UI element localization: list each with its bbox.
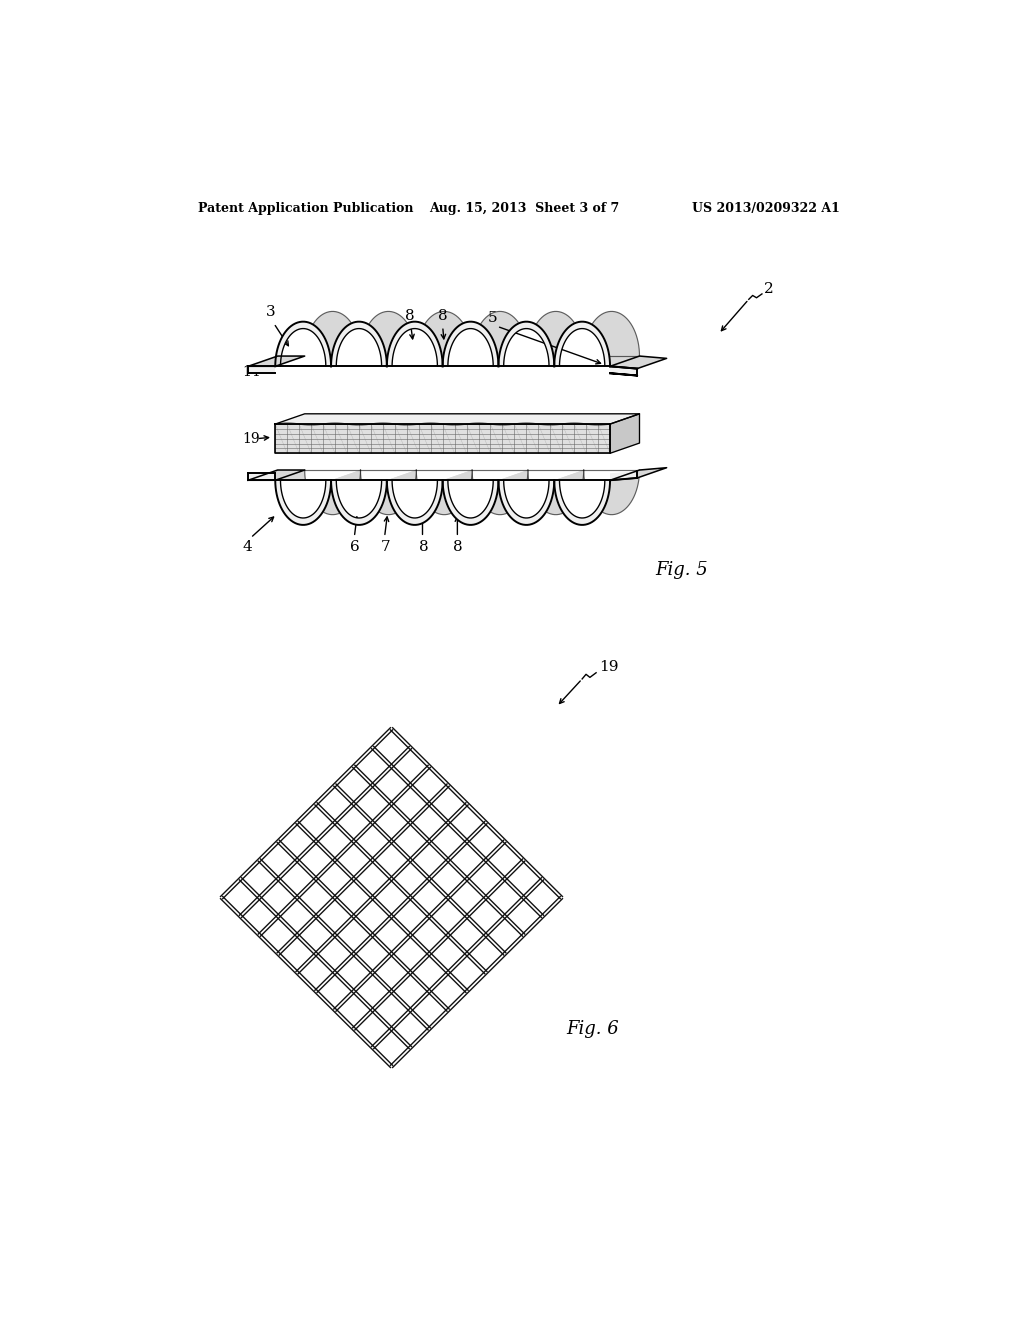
Polygon shape [387,322,442,367]
Polygon shape [248,474,275,480]
Polygon shape [387,480,442,525]
Polygon shape [331,470,417,525]
Polygon shape [554,322,610,367]
Polygon shape [275,480,331,525]
Polygon shape [442,480,499,525]
Text: 4: 4 [243,540,253,554]
Text: 8: 8 [406,309,415,323]
Text: Fig. 6: Fig. 6 [566,1019,618,1038]
Polygon shape [610,367,637,376]
Text: 5: 5 [487,310,498,325]
Polygon shape [499,480,554,525]
Polygon shape [275,480,331,525]
Polygon shape [387,470,472,525]
Text: 2: 2 [764,282,773,296]
Polygon shape [554,470,640,525]
Polygon shape [275,424,610,453]
Polygon shape [248,356,305,367]
Polygon shape [275,413,640,424]
Polygon shape [554,312,640,367]
Polygon shape [442,322,499,367]
Polygon shape [442,312,528,367]
Polygon shape [554,480,610,525]
Polygon shape [442,470,528,525]
Polygon shape [331,322,387,367]
Polygon shape [554,322,610,367]
Text: 8: 8 [454,540,463,554]
Polygon shape [275,470,360,525]
Polygon shape [387,480,442,525]
Polygon shape [275,322,331,367]
Text: US 2013/0209322 A1: US 2013/0209322 A1 [692,202,840,215]
Text: 8: 8 [438,309,447,323]
Polygon shape [499,312,584,367]
Polygon shape [331,480,387,525]
Polygon shape [499,470,584,525]
Polygon shape [331,312,417,367]
Polygon shape [610,471,637,480]
Text: 7: 7 [381,540,390,554]
Polygon shape [499,322,554,367]
Text: 14: 14 [243,366,260,379]
Polygon shape [331,322,387,367]
Polygon shape [248,367,275,374]
Polygon shape [610,413,640,453]
Text: Fig. 5: Fig. 5 [655,561,708,579]
Text: 3: 3 [266,305,275,319]
Polygon shape [499,480,554,525]
Polygon shape [554,480,610,525]
Polygon shape [387,312,472,367]
Polygon shape [499,322,554,367]
Polygon shape [610,467,667,480]
Polygon shape [387,322,442,367]
Polygon shape [248,470,305,480]
Text: 6: 6 [349,540,359,554]
Text: 19: 19 [243,433,260,446]
Polygon shape [442,480,499,525]
Text: Patent Application Publication: Patent Application Publication [198,202,414,215]
Polygon shape [275,312,360,367]
Polygon shape [275,322,331,367]
Text: 19: 19 [599,660,618,673]
Polygon shape [610,356,667,368]
Text: Aug. 15, 2013  Sheet 3 of 7: Aug. 15, 2013 Sheet 3 of 7 [429,202,618,215]
Polygon shape [442,322,499,367]
Polygon shape [331,480,387,525]
Text: 8: 8 [419,540,428,554]
